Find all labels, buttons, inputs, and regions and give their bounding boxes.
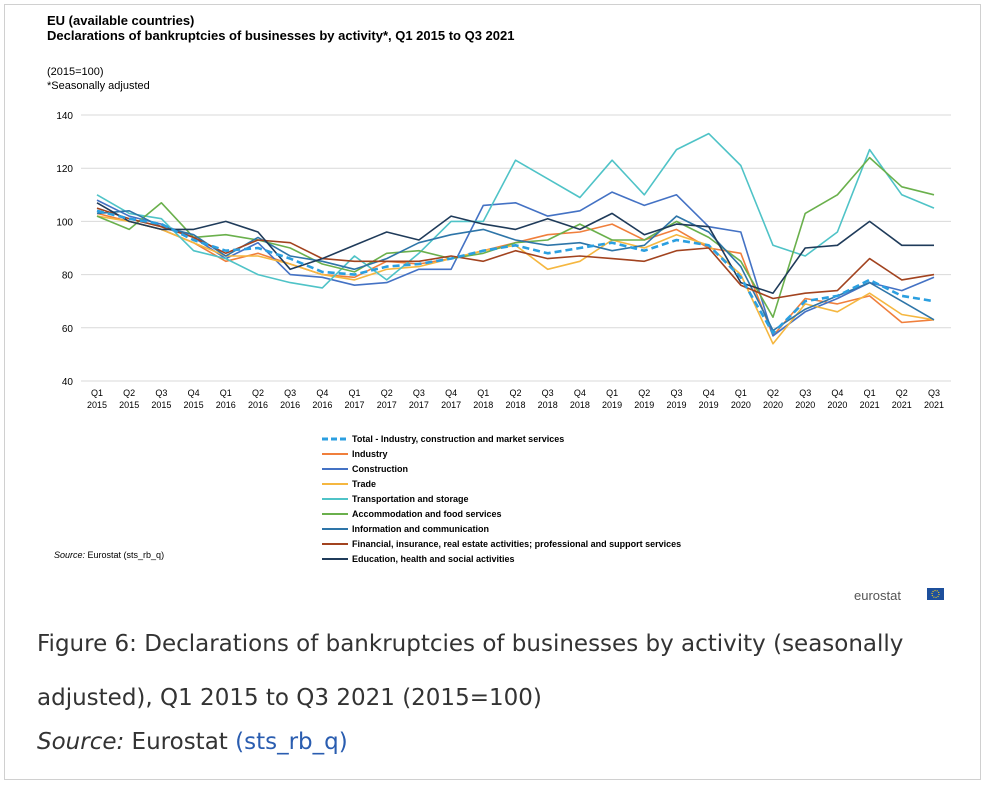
- x-tick-label-year: 2015: [184, 400, 204, 410]
- x-axis-ticks: Q1 2015 Q2 2015 Q3 2015 Q4 2015 Q1 2016 Q2 2016 Q3 20…: [87, 388, 944, 410]
- x-tick-label-quarter: Q2: [123, 388, 135, 398]
- x-tick-label-quarter: Q1: [349, 388, 361, 398]
- y-tick-label: 120: [56, 164, 73, 175]
- legend-label-7: Financial, insurance, real estate activi…: [352, 539, 681, 549]
- grid-lines: [81, 114, 951, 382]
- x-tick-label-quarter: Q2: [509, 388, 521, 398]
- chart-subtitle-line-1: *Seasonally adjusted: [47, 80, 150, 92]
- eu-flag-stars-icon: [931, 589, 940, 599]
- legend-label-0: Total - Industry, construction and marke…: [352, 434, 564, 444]
- x-tick-label-year: 2016: [248, 400, 268, 410]
- x-tick-label-quarter: Q1: [606, 388, 618, 398]
- legend-label-2: Construction: [352, 464, 408, 474]
- y-tick-label: 140: [56, 111, 73, 122]
- caption-source-link[interactable]: (sts_rb_q): [235, 729, 348, 755]
- chart-subtitle-line-0: (2015=100): [47, 66, 104, 78]
- x-tick-label-year: 2017: [409, 400, 429, 410]
- eu-flag-icon: [927, 588, 944, 600]
- x-tick-label-year: 2017: [377, 400, 397, 410]
- x-tick-label-quarter: Q3: [284, 388, 296, 398]
- chart-title-line-0: EU (available countries): [47, 13, 194, 28]
- x-tick-label-year: 2016: [312, 400, 332, 410]
- figure-frame: EU (available countries) Declarations of …: [4, 4, 981, 780]
- x-tick-label-quarter: Q4: [445, 388, 457, 398]
- series-line-4: [96, 132, 935, 289]
- x-tick-label-quarter: Q3: [155, 388, 167, 398]
- x-tick-label-quarter: Q2: [252, 388, 264, 398]
- x-tick-label-quarter: Q1: [220, 388, 232, 398]
- x-tick-label-quarter: Q1: [864, 388, 876, 398]
- legend-label-6: Information and communication: [352, 524, 489, 534]
- x-tick-label-quarter: Q1: [477, 388, 489, 398]
- x-tick-label-quarter: Q4: [574, 388, 586, 398]
- caption-source-label: Source:: [37, 729, 125, 755]
- x-tick-label-year: 2020: [795, 400, 815, 410]
- y-tick-label: 80: [62, 271, 74, 282]
- chart-source-text: Eurostat (sts_rb_q): [85, 550, 164, 560]
- x-tick-label-year: 2016: [216, 400, 236, 410]
- x-tick-label-quarter: Q1: [91, 388, 103, 398]
- x-tick-label-year: 2016: [280, 400, 300, 410]
- x-tick-label-year: 2020: [731, 400, 751, 410]
- x-tick-label-year: 2018: [473, 400, 493, 410]
- chart-source-label: Source:: [54, 550, 86, 560]
- x-tick-label-year: 2018: [505, 400, 525, 410]
- x-tick-label-quarter: Q3: [928, 388, 940, 398]
- eurostat-wordmark: eurostat: [854, 588, 901, 603]
- x-tick-label-quarter: Q3: [670, 388, 682, 398]
- y-tick-label: 40: [62, 377, 74, 388]
- legend-label-4: Transportation and storage: [352, 494, 469, 504]
- x-tick-label-year: 2015: [151, 400, 171, 410]
- series-line-5: [96, 156, 935, 319]
- x-tick-label-year: 2018: [538, 400, 558, 410]
- x-tick-label-year: 2021: [860, 400, 880, 410]
- series-line-8: [96, 202, 934, 295]
- x-tick-label-quarter: Q3: [799, 388, 811, 398]
- caption-source: Source: Eurostat (sts_rb_q): [37, 729, 348, 755]
- legend-label-8: Education, health and social activities: [352, 554, 515, 564]
- legend-label-5: Accommodation and food services: [352, 509, 502, 519]
- x-tick-label-year: 2019: [666, 400, 686, 410]
- series-line-0: [96, 209, 935, 335]
- x-tick-label-year: 2021: [924, 400, 944, 410]
- x-tick-label-quarter: Q1: [735, 388, 747, 398]
- chart-title-line-1: Declarations of bankruptcies of business…: [47, 28, 514, 43]
- x-tick-label-quarter: Q2: [767, 388, 779, 398]
- series-lines: [96, 132, 935, 345]
- x-tick-label-quarter: Q2: [896, 388, 908, 398]
- chart-source-note: Source: Eurostat (sts_rb_q): [54, 550, 164, 560]
- x-tick-label-year: 2018: [570, 400, 590, 410]
- legend: Total - Industry, construction and marke…: [322, 434, 681, 564]
- x-tick-label-year: 2020: [827, 400, 847, 410]
- x-tick-label-quarter: Q4: [188, 388, 200, 398]
- x-tick-label-year: 2017: [441, 400, 461, 410]
- y-tick-label: 100: [56, 217, 73, 228]
- chart-title: EU (available countries)Declarations of …: [47, 13, 514, 92]
- x-tick-label-year: 2020: [763, 400, 783, 410]
- legend-label-1: Industry: [352, 449, 388, 459]
- x-tick-label-quarter: Q3: [413, 388, 425, 398]
- x-tick-label-year: 2017: [345, 400, 365, 410]
- x-tick-label-quarter: Q2: [638, 388, 650, 398]
- x-tick-label-year: 2015: [119, 400, 139, 410]
- y-axis-ticks: 40 60 80 100 120 140: [56, 111, 73, 388]
- x-tick-label-quarter: Q3: [542, 388, 554, 398]
- x-tick-label-year: 2015: [87, 400, 107, 410]
- x-tick-label-quarter: Q2: [381, 388, 393, 398]
- caption-source-text: Eurostat: [124, 729, 236, 755]
- x-tick-label-quarter: Q4: [316, 388, 328, 398]
- x-tick-label-year: 2019: [634, 400, 654, 410]
- figure-caption: Figure 6: Declarations of bankruptcies o…: [37, 631, 904, 711]
- series-line-2: [96, 191, 935, 337]
- eurostat-logo: eurostat: [854, 588, 944, 603]
- x-tick-label-quarter: Q4: [831, 388, 843, 398]
- x-tick-label-year: 2019: [699, 400, 719, 410]
- chart: EU (available countries)Declarations of …: [47, 13, 951, 603]
- y-tick-label: 60: [62, 324, 74, 335]
- x-tick-label-quarter: Q4: [703, 388, 715, 398]
- x-tick-label-year: 2021: [892, 400, 912, 410]
- x-tick-label-year: 2019: [602, 400, 622, 410]
- legend-label-3: Trade: [352, 479, 376, 489]
